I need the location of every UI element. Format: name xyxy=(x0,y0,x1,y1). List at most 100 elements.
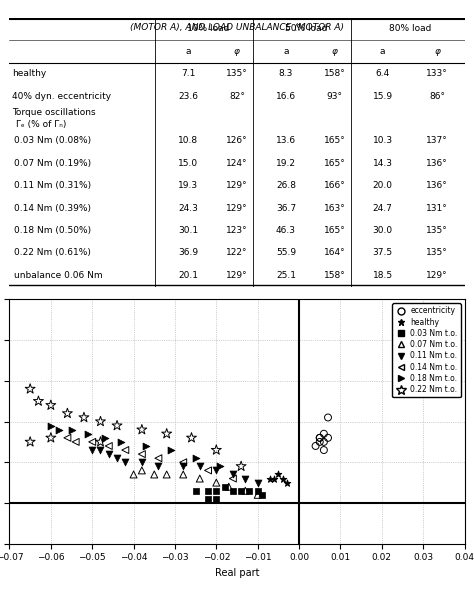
Point xyxy=(229,470,237,479)
Text: Torque oscillations: Torque oscillations xyxy=(12,108,95,118)
Point xyxy=(68,425,75,434)
Point xyxy=(225,482,233,492)
Text: a: a xyxy=(380,47,385,56)
Text: Γₑ (% of Γₙ): Γₑ (% of Γₙ) xyxy=(16,119,67,129)
Point xyxy=(266,474,274,483)
Point xyxy=(212,478,220,488)
Text: 15.0: 15.0 xyxy=(178,159,198,168)
Text: 20.1: 20.1 xyxy=(178,271,198,280)
Point xyxy=(192,453,200,463)
Text: 30.1: 30.1 xyxy=(178,226,198,235)
Point xyxy=(47,401,55,410)
Point xyxy=(47,433,55,443)
Point xyxy=(55,425,63,434)
Point xyxy=(254,490,262,499)
Text: 0.14 Nm (0.39%): 0.14 Nm (0.39%) xyxy=(14,204,91,213)
Point xyxy=(89,437,96,447)
X-axis label: Real part: Real part xyxy=(215,568,259,578)
Point xyxy=(316,433,324,443)
Text: 15.9: 15.9 xyxy=(373,92,392,100)
Point xyxy=(97,446,104,455)
Text: 0.07 Nm (0.19%): 0.07 Nm (0.19%) xyxy=(14,159,91,168)
Point xyxy=(27,384,34,394)
Point xyxy=(47,421,55,430)
Text: 30.0: 30.0 xyxy=(373,226,392,235)
Point xyxy=(271,474,278,483)
Legend: eccentricity, healthy, 0.03 Nm t.o., 0.07 Nm t.o., 0.11 Nm t.o., 0.14 Nm t.o., 0: eccentricity, healthy, 0.03 Nm t.o., 0.0… xyxy=(392,303,461,397)
Point xyxy=(192,486,200,495)
Text: 40% dyn. eccentricity: 40% dyn. eccentricity xyxy=(12,92,111,100)
Point xyxy=(64,433,71,443)
Text: φ: φ xyxy=(234,47,240,56)
Point xyxy=(196,462,203,471)
Text: 19.3: 19.3 xyxy=(178,181,198,190)
Text: 136°: 136° xyxy=(426,181,448,190)
Point xyxy=(180,470,187,479)
Text: 36.7: 36.7 xyxy=(276,204,296,213)
Point xyxy=(138,457,146,467)
Point xyxy=(105,449,112,459)
Point xyxy=(212,486,220,495)
Text: 129°: 129° xyxy=(226,204,248,213)
Text: 0.03 Nm (0.08%): 0.03 Nm (0.08%) xyxy=(14,137,91,145)
Text: 26.8: 26.8 xyxy=(276,181,296,190)
Point xyxy=(121,446,129,455)
Text: 0.11 Nm (0.31%): 0.11 Nm (0.31%) xyxy=(14,181,91,190)
Text: 158°: 158° xyxy=(324,69,346,78)
Point xyxy=(324,433,332,443)
Text: 86°: 86° xyxy=(429,92,445,100)
Point xyxy=(217,462,224,471)
Text: 129°: 129° xyxy=(226,271,248,280)
Point xyxy=(196,474,203,483)
Point xyxy=(130,470,137,479)
Point xyxy=(254,486,262,495)
Point xyxy=(138,466,146,475)
Point xyxy=(97,437,104,447)
Point xyxy=(180,462,187,471)
Point xyxy=(113,421,121,430)
Text: 13.6: 13.6 xyxy=(276,137,296,145)
Text: 82°: 82° xyxy=(229,92,245,100)
Text: 158°: 158° xyxy=(324,271,346,280)
Text: 7.1: 7.1 xyxy=(181,69,195,78)
Point xyxy=(258,490,265,499)
Point xyxy=(229,474,237,483)
Text: 126°: 126° xyxy=(226,137,248,145)
Point xyxy=(204,466,212,475)
Point xyxy=(221,482,228,492)
Point xyxy=(237,486,245,495)
Text: 25.1: 25.1 xyxy=(276,271,296,280)
Text: 133°: 133° xyxy=(426,69,448,78)
Text: 10.8: 10.8 xyxy=(178,137,198,145)
Text: 163°: 163° xyxy=(324,204,346,213)
Point xyxy=(97,417,104,426)
Point xyxy=(246,486,253,495)
Point xyxy=(212,446,220,455)
Text: healthy: healthy xyxy=(12,69,46,78)
Point xyxy=(84,429,92,439)
Text: 166°: 166° xyxy=(324,181,346,190)
Text: φ: φ xyxy=(332,47,338,56)
Text: 18.5: 18.5 xyxy=(373,271,392,280)
Point xyxy=(180,457,187,467)
Text: 24.7: 24.7 xyxy=(373,204,392,213)
Point xyxy=(121,457,129,467)
Point xyxy=(118,437,125,447)
Point xyxy=(163,429,171,439)
Text: 23.6: 23.6 xyxy=(178,92,198,100)
Point xyxy=(320,437,328,447)
Point xyxy=(274,470,282,479)
Text: 8.3: 8.3 xyxy=(279,69,293,78)
Point xyxy=(138,425,146,434)
Text: 46.3: 46.3 xyxy=(276,226,296,235)
Text: 93°: 93° xyxy=(327,92,343,100)
Point xyxy=(212,466,220,475)
Text: 10% load: 10% load xyxy=(187,24,230,34)
Point xyxy=(35,397,42,406)
Text: 37.5: 37.5 xyxy=(373,248,392,258)
Text: 10.3: 10.3 xyxy=(373,137,392,145)
Text: 122°: 122° xyxy=(226,248,248,258)
Text: 165°: 165° xyxy=(324,137,346,145)
Text: 16.6: 16.6 xyxy=(276,92,296,100)
Point xyxy=(241,474,249,483)
